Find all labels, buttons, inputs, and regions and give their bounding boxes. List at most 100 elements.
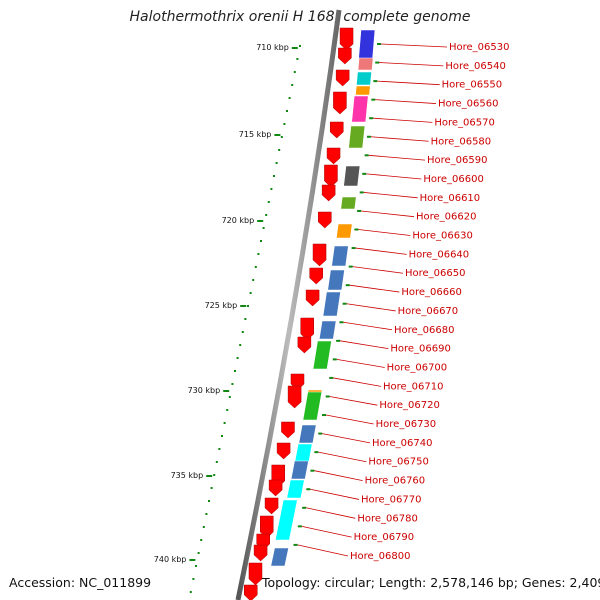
- scale-tick: 715 kbp: [239, 130, 281, 139]
- gene-feature-block: [322, 291, 341, 317]
- gene-label: Hore_06720: [379, 400, 440, 411]
- gene-feature-block: [331, 245, 349, 267]
- leader-line: [343, 321, 393, 331]
- gene-feature-block: [343, 165, 361, 187]
- gene-label: Hore_06800: [350, 551, 411, 562]
- scale-dot: [273, 175, 275, 177]
- gene-label: Hore_06710: [383, 381, 444, 392]
- feature-tick: [306, 488, 311, 491]
- scale-dot: [280, 136, 283, 138]
- gene-feature-block: [348, 125, 366, 149]
- feature-tick: [366, 135, 371, 138]
- scale-dot: [270, 188, 273, 190]
- gene-label: Hore_06620: [416, 212, 477, 223]
- gene-feature-block: [274, 499, 298, 541]
- scale-dot: [288, 97, 291, 99]
- gene-feature-block: [294, 443, 313, 463]
- feature-tick: [357, 209, 362, 212]
- cds-arrow: [259, 515, 274, 539]
- scale-dot: [192, 578, 195, 580]
- feature-tick: [336, 339, 341, 342]
- scale-dot: [200, 539, 203, 541]
- gene-label: Hore_06570: [434, 117, 495, 128]
- cds-arrow: [244, 584, 258, 600]
- gene-label: Hore_06690: [390, 344, 451, 355]
- cds-arrow: [253, 544, 268, 562]
- cds-arrow: [338, 47, 352, 65]
- gene-label: Hore_06530: [449, 42, 510, 53]
- gene-label: Hore_06550: [442, 80, 503, 91]
- leader-line: [381, 43, 448, 48]
- leader-line: [368, 154, 426, 161]
- leader-line: [336, 358, 385, 368]
- leader-line: [355, 247, 407, 255]
- gene-feature-block: [327, 269, 345, 291]
- gene-feature-block: [355, 85, 371, 96]
- cds-arrow: [300, 317, 314, 341]
- feature-tick: [345, 284, 350, 287]
- gene-labels[interactable]: Hore_06530 Hore_06540 Hore_06550 Hore_06560…: [350, 42, 510, 562]
- feature-tick: [318, 432, 323, 435]
- leader-line: [370, 136, 429, 142]
- feature-tick: [369, 117, 374, 120]
- cds-arrow: [276, 442, 291, 460]
- label-leader-lines: [293, 43, 448, 557]
- cds-arrow: [312, 243, 327, 267]
- leader-line: [349, 284, 400, 293]
- leader-line: [325, 414, 374, 425]
- gene-feature-block: [270, 547, 289, 567]
- cds-arrow: [318, 211, 332, 229]
- feature-tick: [322, 414, 327, 417]
- feature-tick: [314, 451, 319, 454]
- scale-tick: 730 kbp: [188, 386, 230, 395]
- scale-tick: 740 kbp: [154, 555, 196, 564]
- cds-arrow: [333, 91, 347, 115]
- leader-line: [314, 470, 363, 481]
- gene-label: Hore_06590: [427, 155, 488, 166]
- genome-summary-text: Topology: circular; Length: 2,578,146 bp…: [262, 575, 600, 590]
- scale-dot: [202, 526, 205, 528]
- cds-arrows[interactable]: [244, 27, 354, 600]
- scale-tick-label: 720 kbp: [222, 216, 255, 225]
- map-title: Halothermothrix orenii H 168, complete g…: [129, 9, 471, 25]
- scale-dot: [244, 318, 247, 320]
- leader-line: [310, 488, 360, 500]
- scale-tick-label: 735 kbp: [171, 471, 204, 480]
- scale-tick-label: 715 kbp: [239, 130, 272, 139]
- gene-feature-block: [298, 424, 317, 444]
- feature-tick: [359, 191, 364, 194]
- scale-dot: [226, 409, 229, 411]
- cds-arrow: [324, 164, 338, 188]
- scale-dot: [241, 331, 244, 333]
- scale-tick: 735 kbp: [171, 471, 213, 480]
- gene-feature-block: [351, 95, 369, 123]
- scale-dot: [195, 565, 197, 567]
- gene-label: Hore_06580: [431, 136, 492, 147]
- scale-tick: 725 kbp: [205, 301, 247, 310]
- scale-dot: [275, 162, 278, 164]
- leader-line: [301, 525, 352, 538]
- gene-label: Hore_06750: [368, 457, 429, 468]
- leader-line: [306, 507, 356, 519]
- leader-line: [346, 303, 396, 312]
- gene-feature-block: [357, 57, 374, 71]
- scale-dot: [260, 240, 262, 242]
- gene-label: Hore_06650: [405, 268, 466, 279]
- gene-label: Hore_06630: [412, 231, 473, 242]
- gene-label: Hore_06770: [361, 494, 422, 505]
- gene-feature-block: [336, 223, 353, 239]
- gene-feature-block: [286, 479, 305, 499]
- cds-arrow: [326, 147, 341, 165]
- gene-features[interactable]: [270, 29, 376, 567]
- gene-feature-block: [340, 196, 357, 210]
- scale-dots: [189, 45, 301, 593]
- leader-line: [358, 229, 411, 236]
- feature-tick: [293, 543, 298, 546]
- feature-tick: [377, 43, 382, 45]
- cds-arrow: [330, 121, 344, 139]
- scale-dot: [213, 474, 216, 476]
- scale-tick: 720 kbp: [222, 216, 264, 225]
- scale-dot: [286, 110, 288, 112]
- scale-dot: [208, 500, 210, 502]
